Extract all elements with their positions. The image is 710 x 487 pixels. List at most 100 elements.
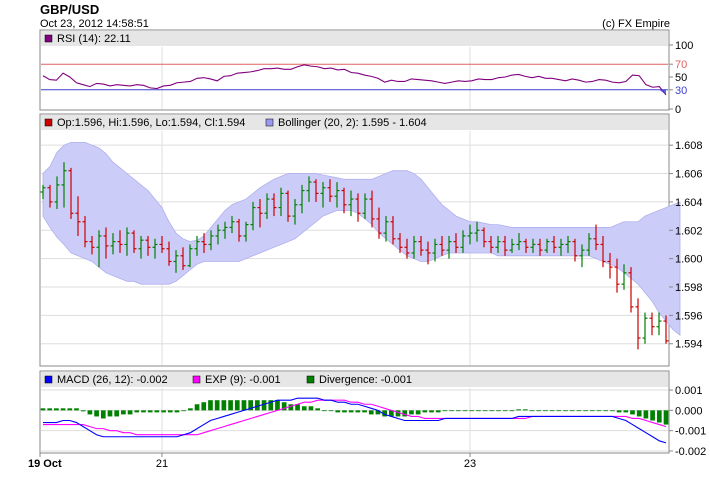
candle <box>656 312 662 336</box>
divergence-bar <box>355 410 361 413</box>
candle <box>278 187 284 217</box>
candle <box>334 182 340 208</box>
divergence-bar <box>74 408 79 411</box>
divergence-bar <box>415 410 421 415</box>
candle <box>320 182 326 208</box>
price-tick-label: 1.606 <box>675 169 703 181</box>
rsi-tick-label: 0 <box>675 104 681 116</box>
candle <box>397 233 403 253</box>
price-grid <box>41 131 668 365</box>
divergence-bar <box>154 410 160 413</box>
x-tick-label: 21 <box>156 458 168 470</box>
divergence-bar <box>281 402 287 411</box>
divergence-bar <box>121 410 126 415</box>
divergence-bar <box>214 400 220 411</box>
divergence-bar <box>556 410 562 412</box>
divergence-bar <box>422 410 428 413</box>
rsi-tick-label: 50 <box>675 72 687 84</box>
divergence-bar <box>509 410 515 412</box>
price-tick-label: 1.600 <box>675 254 703 266</box>
divergence-bar <box>576 410 582 412</box>
candle <box>411 235 417 259</box>
candle <box>607 252 613 279</box>
candle <box>40 184 46 200</box>
divergence-bar <box>174 410 180 413</box>
macd-line <box>43 397 667 444</box>
divergence-bar <box>54 408 59 411</box>
divergence-bar <box>663 410 669 425</box>
candle <box>355 193 361 222</box>
macd-legend-swatch <box>44 375 53 384</box>
divergence-bar <box>636 410 642 417</box>
candle <box>110 233 116 255</box>
price-legend-label: Op:1.596, Hi:1.596, Lo:1.594, Cl:1.594 <box>57 117 245 129</box>
divergence-bar <box>127 410 133 415</box>
macd-legend-label: MACD (26, 12): -0.002 <box>57 374 168 386</box>
divergence-bar <box>656 410 662 423</box>
candle <box>103 227 109 259</box>
divergence-bar <box>522 409 528 411</box>
symbol-title: GBP/USD <box>40 2 99 17</box>
rsi-tick-label: 70 <box>675 59 687 71</box>
candle <box>544 238 550 253</box>
candles <box>40 162 669 350</box>
divergence-bar <box>610 410 615 412</box>
divergence-bar <box>449 410 454 412</box>
divergence-bar <box>368 410 374 415</box>
divergence-bar <box>583 410 588 412</box>
candle <box>600 235 606 268</box>
rsi-grid <box>161 47 471 109</box>
candle <box>467 224 473 245</box>
divergence-bar <box>288 404 294 411</box>
candle <box>152 238 158 259</box>
candle <box>208 230 214 251</box>
divergence-bar <box>589 410 595 412</box>
candle <box>383 216 389 242</box>
candle <box>523 238 529 253</box>
divergence-legend-swatch <box>306 375 315 384</box>
candle <box>446 235 452 259</box>
timestamp: Oct 23, 2012 14:58:51 <box>40 18 149 30</box>
candle <box>481 227 487 248</box>
rsi-plot <box>41 63 668 96</box>
candle <box>201 233 207 253</box>
rsi-legend-swatch <box>44 34 53 43</box>
divergence-bar <box>462 410 468 412</box>
divergence-bar <box>248 400 254 411</box>
rsi-oversold-fill <box>645 89 666 95</box>
divergence-bar <box>516 409 521 411</box>
candle <box>131 230 137 253</box>
candle <box>460 230 466 253</box>
x-tick-label: 19 Oct <box>28 458 62 470</box>
candle <box>474 221 480 242</box>
candle <box>138 235 144 259</box>
candle <box>341 187 347 214</box>
divergence-bar <box>315 408 321 411</box>
candle <box>439 235 445 256</box>
price-panel: Op:1.596, Hi:1.596, Lo:1.594, Cl:1.594 B… <box>39 113 703 367</box>
candle <box>61 162 67 208</box>
divergence-bar <box>569 410 575 412</box>
divergence-bar <box>529 410 535 412</box>
divergence-bar <box>496 410 501 412</box>
price-tick-label: 1.594 <box>675 339 703 351</box>
divergence-bar <box>147 410 153 413</box>
candle <box>495 235 501 253</box>
divergence-bar <box>255 400 260 411</box>
divergence-bar <box>375 410 381 415</box>
divergence-bar <box>194 404 200 411</box>
macd-tick-label: -0.002 <box>675 446 706 458</box>
price-legend-bar <box>41 115 668 130</box>
time-x-axis: 19 Oct 21 23 <box>28 453 476 470</box>
divergence-bar <box>335 410 341 413</box>
candle <box>376 207 382 239</box>
exp-legend-label: EXP (9): -0.001 <box>205 374 281 386</box>
candle <box>362 193 368 219</box>
candle <box>285 190 291 222</box>
divergence-bar <box>429 410 434 413</box>
divergence-bar <box>616 410 622 413</box>
divergence-bar <box>402 410 408 417</box>
